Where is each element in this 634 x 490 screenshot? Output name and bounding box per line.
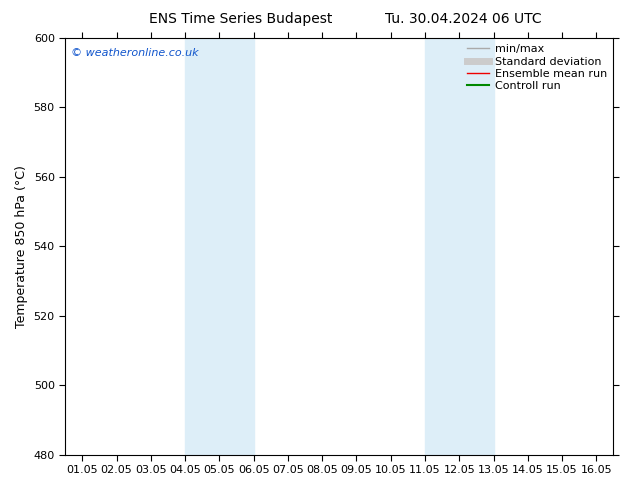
Text: Tu. 30.04.2024 06 UTC: Tu. 30.04.2024 06 UTC — [384, 12, 541, 26]
Y-axis label: Temperature 850 hPa (°C): Temperature 850 hPa (°C) — [15, 165, 28, 328]
Bar — [185, 38, 254, 455]
Text: ENS Time Series Budapest: ENS Time Series Budapest — [149, 12, 333, 26]
Legend: min/max, Standard deviation, Ensemble mean run, Controll run: min/max, Standard deviation, Ensemble me… — [462, 40, 611, 96]
Bar — [425, 38, 493, 455]
Text: © weatheronline.co.uk: © weatheronline.co.uk — [71, 48, 198, 58]
